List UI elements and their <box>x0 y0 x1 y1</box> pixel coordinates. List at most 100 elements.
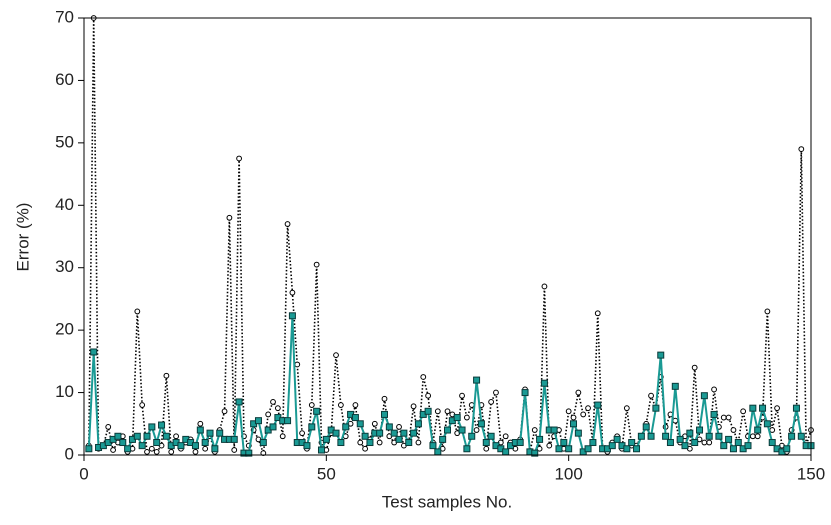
point <box>245 449 253 457</box>
point <box>337 402 344 408</box>
point <box>124 445 132 453</box>
y-tick-label: 30 <box>55 257 74 276</box>
point <box>798 146 805 153</box>
point <box>715 432 723 440</box>
point <box>633 445 641 453</box>
point <box>749 404 757 412</box>
point <box>337 439 345 447</box>
point <box>134 308 141 315</box>
point <box>90 348 98 356</box>
point <box>560 439 568 447</box>
point <box>774 405 780 412</box>
point <box>531 449 539 457</box>
point <box>623 405 630 412</box>
point <box>105 424 112 430</box>
point <box>768 439 776 447</box>
x-tick-label: 100 <box>554 464 582 483</box>
point <box>608 442 616 450</box>
point <box>584 445 592 453</box>
point <box>574 429 582 437</box>
point <box>565 408 572 415</box>
point <box>706 439 713 446</box>
point <box>381 395 388 402</box>
point <box>734 439 742 447</box>
point <box>691 364 698 371</box>
point <box>540 379 548 387</box>
point <box>672 417 679 424</box>
point <box>342 423 350 431</box>
point <box>279 433 286 440</box>
point <box>637 432 645 440</box>
point <box>425 392 432 399</box>
point <box>444 426 451 434</box>
point <box>313 261 320 268</box>
point <box>541 283 548 290</box>
point <box>570 414 577 421</box>
point <box>463 414 470 421</box>
point <box>696 426 704 434</box>
point <box>236 155 242 162</box>
point <box>153 439 161 447</box>
point <box>114 432 122 440</box>
point <box>376 439 383 446</box>
point <box>482 439 490 447</box>
point <box>192 448 199 455</box>
point <box>385 423 393 431</box>
point <box>487 432 495 440</box>
point <box>546 442 553 449</box>
point <box>594 401 602 409</box>
point <box>686 429 694 437</box>
point <box>119 439 127 447</box>
point <box>163 372 170 379</box>
x-axis-label: Test samples No. <box>382 492 512 511</box>
point <box>362 445 369 452</box>
point <box>231 447 238 453</box>
point <box>691 439 699 447</box>
point <box>434 408 441 415</box>
point <box>647 432 655 440</box>
point <box>623 445 631 453</box>
point <box>565 445 573 453</box>
point <box>260 450 267 457</box>
point <box>580 411 587 418</box>
point <box>458 426 466 434</box>
point <box>613 435 621 443</box>
point <box>493 389 499 396</box>
point <box>138 442 146 450</box>
point <box>763 420 771 428</box>
point <box>303 442 311 450</box>
y-tick-label: 50 <box>55 132 74 151</box>
point <box>148 423 156 431</box>
point <box>366 439 374 447</box>
point <box>289 289 296 296</box>
point <box>269 423 277 431</box>
point <box>648 392 654 399</box>
point <box>143 432 151 440</box>
point <box>410 403 417 410</box>
y-axis-label: Error (%) <box>13 203 32 272</box>
point <box>133 432 141 440</box>
point <box>414 420 422 428</box>
x-tick-label: 150 <box>797 464 825 483</box>
plot-frame <box>83 17 812 456</box>
point <box>265 411 272 418</box>
point <box>259 439 267 447</box>
point <box>594 310 601 317</box>
point <box>206 429 214 437</box>
point <box>730 427 737 433</box>
point <box>148 445 155 452</box>
point <box>536 435 544 443</box>
point <box>575 389 582 396</box>
point <box>361 432 369 440</box>
point <box>711 386 717 393</box>
point <box>191 442 199 450</box>
point <box>274 405 281 412</box>
point <box>585 405 591 412</box>
point <box>284 221 291 227</box>
point <box>516 439 524 447</box>
x-tick-label: 0 <box>79 464 88 483</box>
point <box>351 414 359 422</box>
point <box>477 420 485 428</box>
point <box>725 414 732 421</box>
